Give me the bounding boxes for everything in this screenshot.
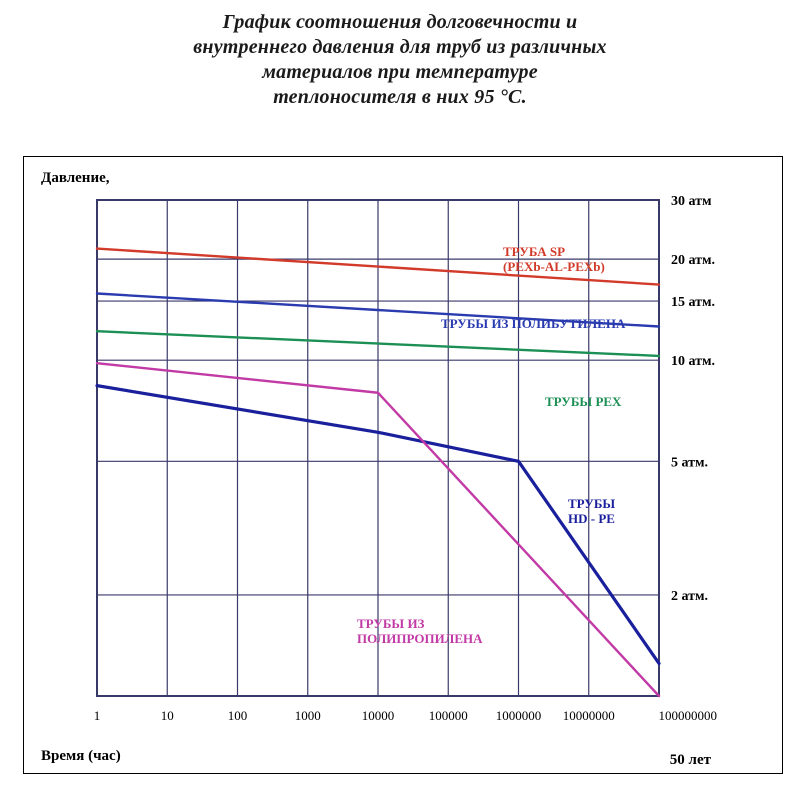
y-tick-label: 5 атм. (671, 455, 708, 470)
chart-title: График соотношения долговечности и внутр… (0, 10, 800, 110)
series-label-pex: ТРУБЫ PEX (545, 394, 622, 409)
x-tick-label: 100 (228, 708, 248, 723)
x-tick-label: 1000 (295, 708, 321, 723)
y-tick-label: 10 атм. (671, 354, 715, 369)
y-tick-labels: 2 атм. 5 атм. 10 атм. 15 атм. 20 атм. 30 атм (671, 194, 715, 604)
x-tick-label: 10000000 (563, 708, 615, 723)
x-tick-label: 10000 (362, 708, 395, 723)
y-tick-label: 2 атм. (671, 589, 708, 604)
y-tick-label: 15 атм. (671, 295, 715, 310)
x-tick-label: 100000 (429, 708, 468, 723)
x-tick-label: 1000000 (496, 708, 542, 723)
durability-pressure-chart: Давление, 2 атм. 5 атм. 10 атм. 15 атм. 20 а… (23, 156, 783, 774)
series-label-hdpe: ТРУБЫHD - PE (568, 496, 615, 526)
x-tick-labels: 1 10 100 1000 10000 100000 1000000 10000000 1000… (94, 708, 717, 723)
y-tick-label: 20 атм. (671, 253, 715, 268)
x-axis-label: Время (час) (41, 748, 121, 764)
x-tick-label: 10 (161, 708, 174, 723)
y-axis-label: Давление, (41, 170, 110, 186)
y-tick-label: 30 атм (671, 194, 712, 209)
fifty-years-label: 50 лет (670, 752, 712, 768)
x-tick-label: 100000000 (659, 708, 718, 723)
series-label-pb: ТРУБЫ ИЗ ПОЛИБУТИЛЕНА (441, 316, 626, 331)
chart-container: Давление, 2 атм. 5 атм. 10 атм. 15 атм. 20 а… (23, 156, 783, 774)
x-tick-label: 1 (94, 708, 101, 723)
